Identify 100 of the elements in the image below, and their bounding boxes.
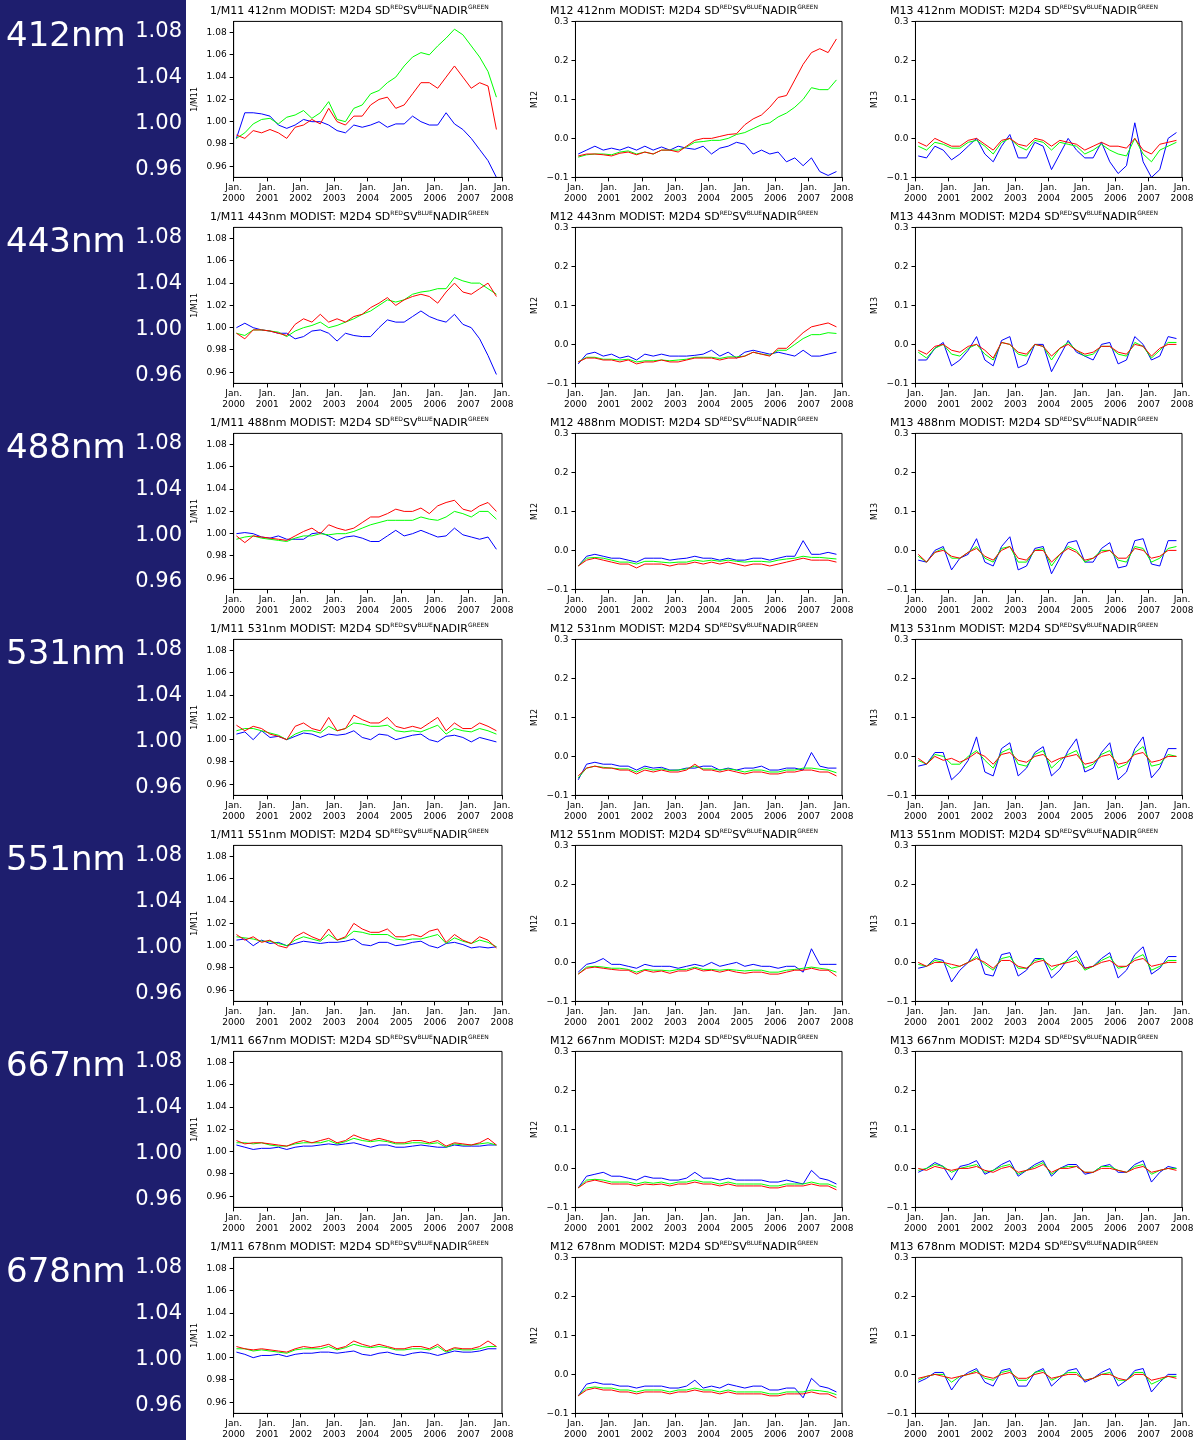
y-axis-title: M12 (529, 1120, 539, 1138)
x-tick-label: Jan. 2005 (1070, 182, 1094, 203)
x-tick-label: Jan. 2007 (797, 1212, 821, 1233)
y-tick-label: 0.2 (894, 878, 909, 889)
y-tick-label: 0.2 (894, 260, 909, 271)
x-tick-label: Jan. 2005 (1070, 1006, 1094, 1027)
x-tick-label: Jan. 2003 (1003, 800, 1027, 821)
x-tick-label: Jan. 2000 (904, 800, 928, 821)
x-tick-label: Jan. 2008 (830, 1212, 854, 1233)
x-tick-label: Jan. 2000 (564, 182, 588, 203)
x-tick-label: Jan. 2008 (830, 388, 854, 409)
y-tick-label: 0.2 (554, 672, 569, 683)
x-tick-label: Jan. 2007 (457, 594, 480, 615)
x-tick-label: Jan. 2001 (597, 594, 621, 615)
chart-title: M12 678nm MODIST: M2D4 SD$^{RED}$SV$^{BLUE}$NADIR$^{GREEN}$ (550, 1238, 819, 1253)
x-tick-label: Jan. 2004 (356, 800, 380, 821)
x-tick-label: Jan. 2008 (1170, 800, 1194, 821)
x-tick-label: Jan. 2007 (797, 800, 821, 821)
y-tick-label: 0.2 (894, 466, 909, 477)
text: 1.04 (135, 682, 182, 706)
y-tick-label: 0.3 (554, 1251, 569, 1262)
x-tick-label: Jan. 2007 (1137, 182, 1161, 203)
x-tick-label: Jan. 2000 (564, 1212, 588, 1233)
y-tick-label: −0.1 (546, 1407, 569, 1418)
y-tick-label: 1.00 (206, 116, 227, 127)
y-tick-label: 0.98 (206, 756, 227, 767)
text: 1.04 (135, 64, 182, 88)
x-tick-label: Jan. 2003 (663, 1006, 687, 1027)
x-tick-label: Jan. 2000 (222, 388, 246, 409)
y-tick-label: 0.3 (894, 839, 909, 850)
y-tick-label: 1.08 (206, 644, 227, 655)
chart-title: M13 488nm MODIST: M2D4 SD$^{RED}$SV$^{BLUE}$NADIR$^{GREEN}$ (890, 414, 1159, 429)
chart-title: 1/M11 678nm MODIST: M2D4 SD$^{RED}$SV$^{BLUE}$NADIR$^{GREEN}$ (210, 1238, 489, 1253)
x-tick-label: Jan. 2001 (597, 1418, 621, 1439)
y-tick-label: 1.04 (206, 1307, 227, 1318)
text: 1.04 (135, 1300, 182, 1324)
y-tick-label: 0.0 (894, 1368, 909, 1379)
y-tick-label: 0.98 (206, 1168, 227, 1179)
y-tick-label: 1.02 (206, 505, 227, 516)
text: 1.00 (135, 110, 182, 134)
x-tick-label: Jan. 2008 (1170, 594, 1194, 615)
y-axis-title: 1/M11 (189, 498, 199, 524)
y-tick-label: 0.98 (206, 962, 227, 973)
x-tick-label: Jan. 2003 (322, 182, 346, 203)
text: 1.08 (135, 224, 182, 248)
text: 1.00 (135, 316, 182, 340)
x-tick-label: Jan. 2000 (222, 1006, 246, 1027)
y-axis-title: 1/M11 (189, 704, 199, 730)
x-tick-label: Jan. 2008 (490, 594, 514, 615)
y-tick-label: 0.3 (554, 839, 569, 850)
x-tick-label: Jan. 2000 (564, 800, 588, 821)
text: 531nm (6, 632, 126, 672)
y-tick-label: 0.96 (206, 1396, 227, 1407)
x-tick-label: Jan. 2008 (830, 1006, 854, 1027)
x-tick-label: Jan. 2003 (322, 1006, 346, 1027)
x-tick-label: Jan. 2005 (389, 1006, 413, 1027)
chart-title: M12 412nm MODIST: M2D4 SD$^{RED}$SV$^{BLUE}$NADIR$^{GREEN}$ (550, 2, 819, 17)
x-tick-label: Jan. 2001 (937, 1006, 961, 1027)
x-tick-label: Jan. 2006 (1103, 1418, 1128, 1439)
x-tick-label: Jan. 2007 (797, 388, 821, 409)
chart-title: M12 667nm MODIST: M2D4 SD$^{RED}$SV$^{BLUE}$NADIR$^{GREEN}$ (550, 1032, 819, 1047)
x-tick-label: Jan. 2001 (255, 1006, 279, 1027)
x-tick-label: Jan. 2000 (564, 594, 588, 615)
y-tick-label: −0.1 (886, 789, 909, 800)
y-tick-label: 0.3 (554, 427, 569, 438)
y-tick-label: 1.08 (206, 438, 227, 449)
x-tick-label: Jan. 2002 (970, 1418, 994, 1439)
x-tick-label: Jan. 2000 (222, 182, 246, 203)
x-tick-label: Jan. 2002 (630, 1212, 654, 1233)
x-tick-label: Jan. 2006 (763, 800, 788, 821)
x-tick-label: Jan. 2003 (663, 594, 687, 615)
x-tick-label: Jan. 2002 (970, 594, 994, 615)
y-axis-title: M13 (869, 296, 879, 314)
y-tick-label: 0.0 (894, 544, 909, 555)
y-tick-label: 0.2 (554, 1084, 569, 1095)
y-tick-label: 1.04 (206, 71, 227, 82)
x-tick-label: Jan. 2002 (970, 388, 994, 409)
text: 1.00 (135, 728, 182, 752)
text: 0.96 (135, 568, 182, 592)
text: 1.08 (135, 1254, 182, 1278)
y-axis-title: 1/M11 (189, 1116, 199, 1142)
text: 1.04 (135, 476, 182, 500)
x-tick-label: Jan. 2001 (937, 1418, 961, 1439)
x-tick-label: Jan. 2001 (255, 1418, 279, 1439)
y-tick-label: 0.3 (894, 15, 909, 26)
y-tick-label: 0.0 (554, 750, 569, 761)
y-tick-label: 1.06 (206, 461, 227, 472)
x-tick-label: Jan. 2008 (490, 1006, 514, 1027)
y-tick-label: 1.00 (206, 322, 227, 333)
y-tick-label: 0.3 (554, 1045, 569, 1056)
chart-title: 1/M11 551nm MODIST: M2D4 SD$^{RED}$SV$^{BLUE}$NADIR$^{GREEN}$ (210, 826, 489, 841)
x-tick-label: Jan. 2008 (830, 182, 854, 203)
y-tick-label: 0.0 (894, 1162, 909, 1173)
chart-title: 1/M11 667nm MODIST: M2D4 SD$^{RED}$SV$^{BLUE}$NADIR$^{GREEN}$ (210, 1032, 489, 1047)
x-tick-label: Jan. 2002 (970, 1212, 994, 1233)
y-axis-title: 1/M11 (189, 910, 199, 936)
x-tick-label: Jan. 2007 (457, 388, 480, 409)
x-tick-label: Jan. 2001 (597, 1212, 621, 1233)
y-tick-label: 0.96 (206, 160, 227, 171)
y-tick-label: 1.02 (206, 93, 227, 104)
